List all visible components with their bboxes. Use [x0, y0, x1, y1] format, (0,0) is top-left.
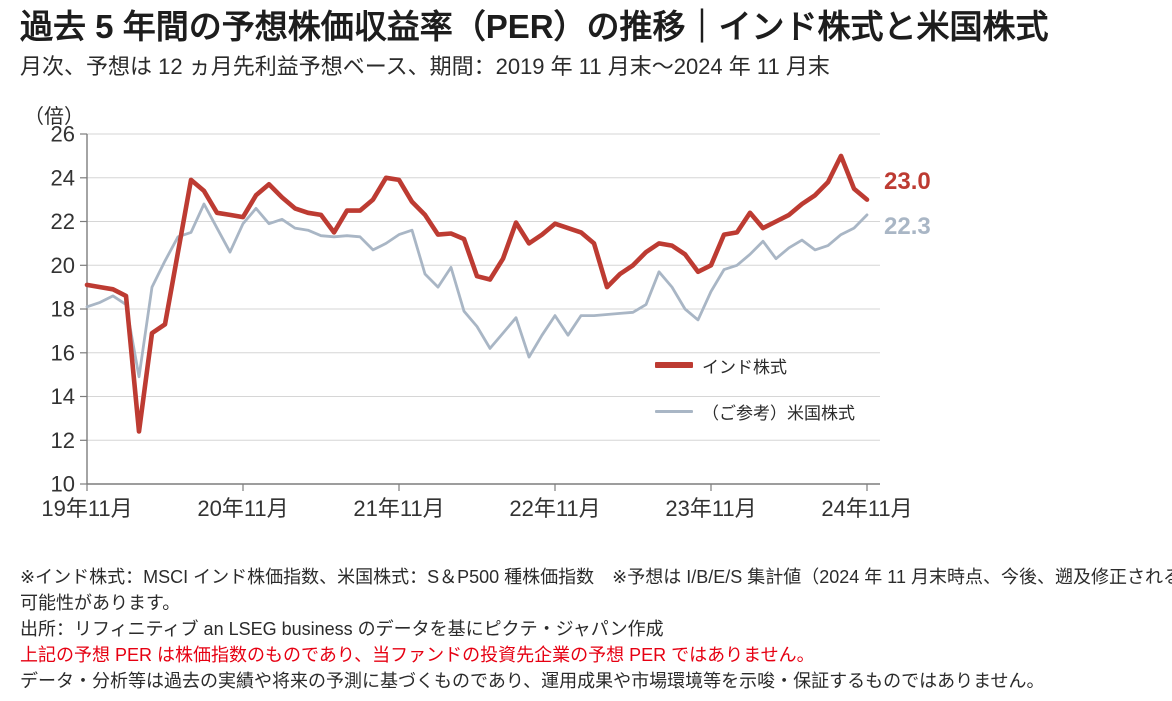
us-line-swatch [655, 409, 693, 413]
y-tick-label: 22 [51, 209, 75, 234]
disclaimer-emphasis-line: 上記の予想 PER は株価指数のものであり、当ファンドの投資先企業の予想 PER… [20, 645, 815, 665]
y-tick-label: 14 [51, 384, 75, 409]
legend-item-us: （ご参考）米国株式 [655, 400, 855, 423]
legend-label-us: （ご参考）米国株式 [702, 403, 855, 423]
x-tick-label: 22年11月 [509, 496, 600, 521]
y-axis-unit-label: （倍） [24, 106, 84, 128]
page-subtitle: 月次、予想は 12 ヵ月先利益予想ベース、期間：2019 年 11 月末～202… [20, 54, 830, 79]
legend-item-india: インド株式 [655, 354, 855, 377]
y-tick-label: 24 [51, 165, 75, 190]
x-tick-label: 24年11月 [821, 496, 912, 521]
y-tick-label: 18 [51, 297, 75, 322]
footnote-line: 可能性があります。 [20, 593, 181, 613]
x-tick-label: 21年11月 [353, 496, 444, 521]
footnote-line: 出所：リフィニティブ an LSEG business のデータを基にピクテ・ジ… [20, 619, 664, 639]
x-tick-label: 19年11月 [41, 496, 132, 521]
footnote-line: ※インド株式：MSCI インド株価指数、米国株式：S＆P500 種株価指数 ※予… [20, 567, 1172, 587]
y-tick-label: 10 [51, 472, 75, 497]
india-series-line [84, 153, 870, 434]
india-end-value: 23.0 [884, 168, 931, 195]
us-series-line [85, 202, 869, 379]
y-tick-label: 26 [51, 122, 75, 147]
legend-label-india: インド株式 [702, 357, 787, 377]
footnotes: ※インド株式：MSCI インド株価指数、米国株式：S＆P500 種株価指数 ※予… [20, 564, 1172, 694]
us-end-value: 22.3 [884, 213, 931, 240]
footnote-line: データ・分析等は過去の実績や将来の予測に基づくものであり、運用成果や市場環境等を… [20, 671, 1045, 691]
y-tick-label: 12 [51, 428, 75, 453]
page-title: 過去 5 年間の予想株価収益率（PER）の推移｜インド株式と米国株式 [20, 8, 1049, 45]
india-line-swatch [655, 362, 693, 368]
x-tick-label: 20年11月 [197, 496, 288, 521]
chart-legend: インド株式 （ご参考）米国株式 [655, 354, 855, 446]
y-tick-label: 20 [51, 253, 75, 278]
x-tick-label: 23年11月 [665, 496, 756, 521]
per-chart: 26 24 22 20 18 16 14 12 10 19年11月 20年11月 21年11月 22年1… [0, 94, 965, 534]
y-tick-label: 16 [51, 340, 75, 365]
